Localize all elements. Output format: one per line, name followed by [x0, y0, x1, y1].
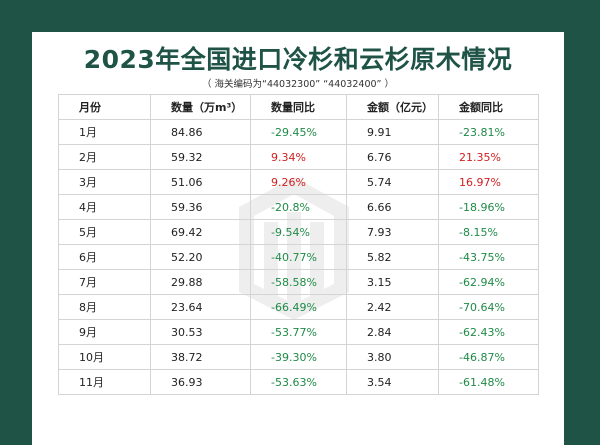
- cell-amount-yoy: -8.15%: [438, 219, 539, 245]
- cell-month: 6月: [58, 244, 151, 270]
- cell-amount: 5.74: [346, 169, 439, 195]
- cell-quantity-yoy: -58.58%: [250, 269, 347, 295]
- table-row: 5月 69.42 -9.54% 7.93 -8.15%: [58, 219, 539, 245]
- cell-quantity-yoy: -39.30%: [250, 344, 347, 370]
- cell-month: 7月: [58, 269, 151, 295]
- header-quantity: 数量（万m³）: [150, 94, 251, 120]
- cell-quantity: 29.88: [150, 269, 251, 295]
- cell-amount-yoy: -61.48%: [438, 369, 539, 395]
- cell-quantity: 59.36: [150, 194, 251, 220]
- cell-month: 2月: [58, 144, 151, 170]
- page-title: 2023年全国进口冷杉和云杉原木情况: [83, 45, 513, 74]
- cell-amount: 2.84: [346, 319, 439, 345]
- table-row: 11月 36.93 -53.63% 3.54 -61.48%: [58, 369, 539, 395]
- page-subtitle: （ 海关编码为“44032300” “44032400” ）: [202, 79, 394, 90]
- cell-amount-yoy: -62.94%: [438, 269, 539, 295]
- table-header-row: 月份 数量（万m³） 数量同比 金额（亿元） 金额同比: [58, 94, 539, 120]
- table-row: 3月 51.06 9.26% 5.74 16.97%: [58, 169, 539, 195]
- cell-quantity-yoy: 9.26%: [250, 169, 347, 195]
- cell-quantity-yoy: -20.8%: [250, 194, 347, 220]
- cell-amount: 9.91: [346, 119, 439, 145]
- table-row: 10月 38.72 -39.30% 3.80 -46.87%: [58, 344, 539, 370]
- cell-month: 8月: [58, 294, 151, 320]
- cell-amount: 5.82: [346, 244, 439, 270]
- cell-quantity-yoy: -53.63%: [250, 369, 347, 395]
- header-month: 月份: [58, 94, 151, 120]
- header-amount-yoy: 金额同比: [438, 94, 539, 120]
- cell-amount: 6.76: [346, 144, 439, 170]
- import-data-table: 月份 数量（万m³） 数量同比 金额（亿元） 金额同比 1月 84.86 -29.4…: [58, 94, 539, 395]
- table-row: 1月 84.86 -29.45% 9.91 -23.81%: [58, 119, 539, 145]
- cell-quantity: 59.32: [150, 144, 251, 170]
- table-row: 9月 30.53 -53.77% 2.84 -62.43%: [58, 319, 539, 345]
- table-row: 6月 52.20 -40.77% 5.82 -43.75%: [58, 244, 539, 270]
- cell-amount: 3.80: [346, 344, 439, 370]
- cell-quantity-yoy: -29.45%: [250, 119, 347, 145]
- cell-amount: 3.54: [346, 369, 439, 395]
- cell-quantity-yoy: -53.77%: [250, 319, 347, 345]
- cell-amount-yoy: -18.96%: [438, 194, 539, 220]
- cell-month: 3月: [58, 169, 151, 195]
- cell-month: 5月: [58, 219, 151, 245]
- cell-month: 4月: [58, 194, 151, 220]
- cell-quantity: 84.86: [150, 119, 251, 145]
- cell-quantity: 36.93: [150, 369, 251, 395]
- header-quantity-yoy: 数量同比: [250, 94, 347, 120]
- document-card: 2023年全国进口冷杉和云杉原木情况 （ 海关编码为“44032300” “44…: [32, 32, 564, 445]
- cell-quantity: 23.64: [150, 294, 251, 320]
- cell-amount-yoy: -70.64%: [438, 294, 539, 320]
- cell-amount-yoy: -23.81%: [438, 119, 539, 145]
- cell-month: 9月: [58, 319, 151, 345]
- cell-quantity-yoy: -40.77%: [250, 244, 347, 270]
- cell-quantity: 30.53: [150, 319, 251, 345]
- cell-amount: 2.42: [346, 294, 439, 320]
- table-row: 7月 29.88 -58.58% 3.15 -62.94%: [58, 269, 539, 295]
- cell-amount-yoy: -43.75%: [438, 244, 539, 270]
- table-row: 8月 23.64 -66.49% 2.42 -70.64%: [58, 294, 539, 320]
- cell-month: 1月: [58, 119, 151, 145]
- cell-amount: 6.66: [346, 194, 439, 220]
- cell-month: 10月: [58, 344, 151, 370]
- table-row: 4月 59.36 -20.8% 6.66 -18.96%: [58, 194, 539, 220]
- cell-quantity: 38.72: [150, 344, 251, 370]
- cell-quantity: 51.06: [150, 169, 251, 195]
- cell-amount: 3.15: [346, 269, 439, 295]
- cell-amount-yoy: -46.87%: [438, 344, 539, 370]
- cell-quantity-yoy: -66.49%: [250, 294, 347, 320]
- header-amount: 金额（亿元）: [346, 94, 439, 120]
- cell-amount-yoy: 16.97%: [438, 169, 539, 195]
- cell-quantity-yoy: -9.54%: [250, 219, 347, 245]
- table-row: 2月 59.32 9.34% 6.76 21.35%: [58, 144, 539, 170]
- cell-amount-yoy: 21.35%: [438, 144, 539, 170]
- cell-month: 11月: [58, 369, 151, 395]
- cell-quantity-yoy: 9.34%: [250, 144, 347, 170]
- cell-amount-yoy: -62.43%: [438, 319, 539, 345]
- cell-quantity: 69.42: [150, 219, 251, 245]
- cell-amount: 7.93: [346, 219, 439, 245]
- cell-quantity: 52.20: [150, 244, 251, 270]
